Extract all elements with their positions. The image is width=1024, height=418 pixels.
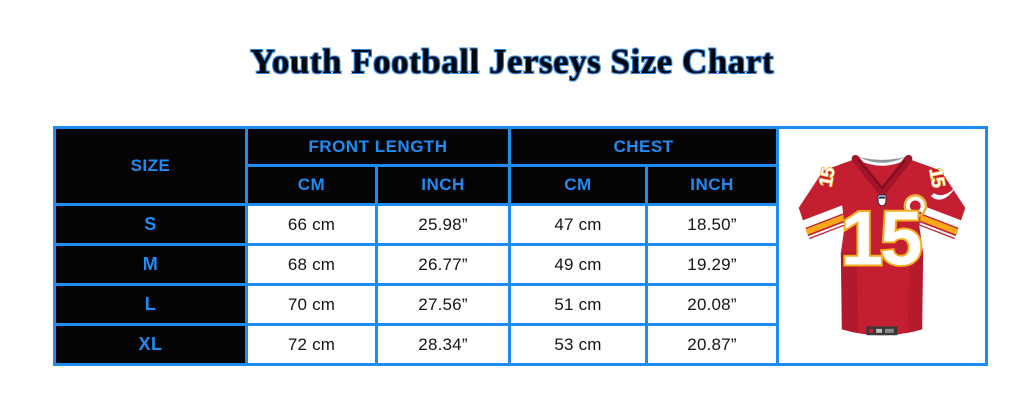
nike-swoosh-icon	[931, 187, 956, 200]
jersey-cell: 15 15 15	[776, 126, 988, 366]
front-length-inch-value: 25.98”	[375, 203, 511, 246]
front-length-inch-value: 26.77”	[375, 243, 511, 286]
chest-cm-value: 47 cm	[508, 203, 648, 246]
size-label-xl: XL	[53, 323, 248, 366]
chiefs-patch-icon	[903, 194, 928, 218]
table-row-l: L 70 cm 27.56” 51 cm 20.08”	[53, 283, 987, 326]
col-header-front-length: FRONT LENGTH	[245, 126, 511, 167]
subheader-front-inch: INCH	[375, 164, 511, 206]
nfl-shield-icon	[877, 194, 887, 207]
front-length-inch-value: 28.34”	[375, 323, 511, 366]
size-label-l: L	[53, 283, 248, 326]
v-neck-collar	[851, 154, 913, 199]
subheader-chest-inch: INCH	[645, 164, 779, 206]
front-length-cm-value: 68 cm	[245, 243, 378, 286]
front-length-inch-value: 27.56”	[375, 283, 511, 326]
chest-number: 15	[840, 197, 921, 282]
front-length-cm-value: 66 cm	[245, 203, 378, 246]
col-header-size: SIZE	[53, 126, 248, 206]
page-title: Youth Football Jerseys Size Chart	[250, 42, 774, 81]
chest-cm-value: 53 cm	[508, 323, 648, 366]
chest-cm-value: 51 cm	[508, 283, 648, 326]
jersey-image: 15 15 15	[798, 154, 966, 336]
front-length-cm-value: 72 cm	[245, 323, 378, 366]
chest-cm-value: 49 cm	[508, 243, 648, 286]
size-chart-table: SIZE FRONT LENGTH CHEST	[53, 126, 988, 366]
size-label-s: S	[53, 203, 248, 246]
left-shoulder-number: 15	[815, 166, 839, 189]
col-header-chest: CHEST	[508, 126, 779, 167]
subheader-chest-cm: CM	[508, 164, 648, 206]
table-row-s: S 66 cm 25.98” 47 cm 18.50”	[53, 203, 987, 246]
table-row-m: M 68 cm 26.77” 49 cm 19.29”	[53, 243, 987, 286]
right-shoulder-number: 15	[925, 166, 949, 189]
size-label-m: M	[53, 243, 248, 286]
front-length-cm-value: 70 cm	[245, 283, 378, 326]
subheader-front-cm: CM	[245, 164, 378, 206]
chest-inch-value: 20.08”	[645, 283, 779, 326]
table-row-xl: XL 72 cm 28.34” 53 cm 20.87”	[53, 323, 987, 366]
chest-inch-value: 18.50”	[645, 203, 779, 246]
chest-inch-value: 19.29”	[645, 243, 779, 286]
chest-inch-value: 20.87”	[645, 323, 779, 366]
jocktag	[866, 326, 898, 336]
